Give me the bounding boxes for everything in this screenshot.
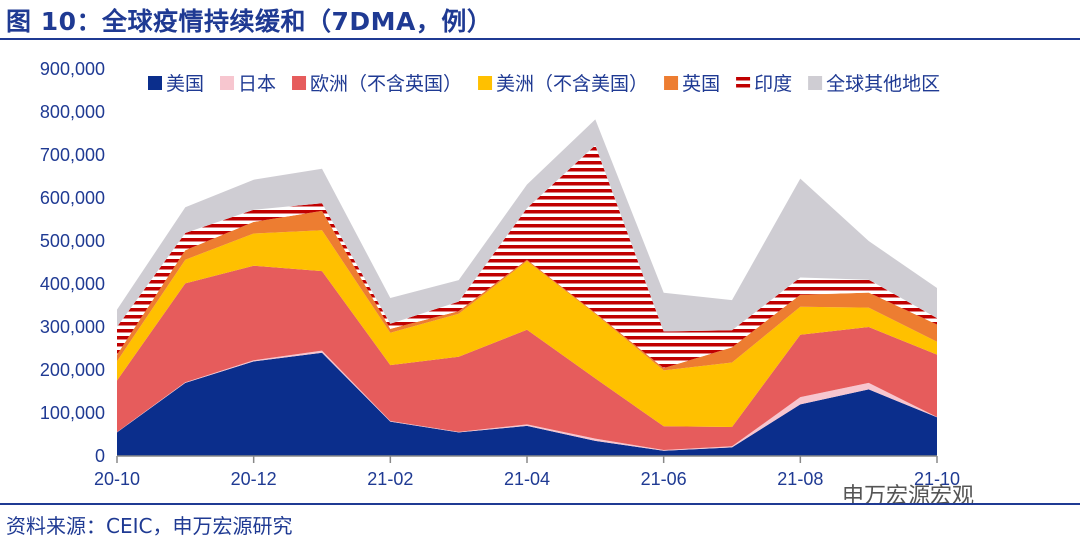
y-tick-label: 800,000 [40,102,105,122]
y-tick-label: 900,000 [40,59,105,79]
y-tick-label: 500,000 [40,231,105,251]
legend-swatch-4 [664,76,679,90]
y-axis-ticks: 0 100,000 200,000 300,000 400,000 500,000 600,… [40,59,105,466]
title-rule [0,38,1080,40]
legend-swatch-6 [808,76,823,90]
x-tick-label: 21-04 [504,469,550,489]
legend-label-4: 英国 [682,73,720,95]
series-area-6 [117,119,937,332]
series-area-2 [117,265,937,450]
legend-label-2: 欧洲（不含英国） [310,73,462,95]
legend-label-6: 全球其他地区 [826,73,940,95]
x-tick-label: 21-10 [914,469,960,489]
legend-swatch-0 [148,76,162,90]
legend-label-3: 美洲（不含美国） [496,73,648,95]
legend-swatch-1 [220,76,235,90]
x-tick-label: 20-10 [94,469,140,489]
footer-rule [0,503,1080,505]
series-areas [117,119,937,456]
watermark: 申万宏源宏观 [842,484,975,509]
legend-swatch-5 [736,76,751,90]
figure-title: 图 10：全球疫情持续缓和（7DMA，例） [6,7,493,36]
y-tick-label: 600,000 [40,188,105,208]
legend-swatch-2 [292,76,307,90]
source-note: 资料来源：CEIC，申万宏源研究 [6,514,293,538]
series-area-0 [117,352,937,456]
x-tick-label: 21-08 [777,469,823,489]
stacked-area-chart: 0 100,000 200,000 300,000 400,000 500,000 600,… [40,59,960,489]
x-tick-label: 20-12 [231,469,277,489]
legend-swatch-3 [478,76,493,90]
legend-label-1: 日本 [238,73,276,95]
x-tick-label: 21-02 [367,469,413,489]
legend-label-5: 印度 [754,73,792,95]
y-tick-label: 0 [95,446,105,466]
y-tick-label: 300,000 [40,317,105,337]
x-axis-ticks: 20-10 20-12 21-02 21-04 21-06 21-08 21-10 [94,456,960,489]
y-tick-label: 100,000 [40,403,105,423]
y-tick-label: 400,000 [40,274,105,294]
legend-label-0: 美国 [166,73,204,95]
y-tick-label: 200,000 [40,360,105,380]
y-tick-label: 700,000 [40,145,105,165]
legend: 美国 日本 欧洲（不含英国） 美洲（不含美国） 英国 印度 全球其他地区 [148,73,940,95]
x-tick-label: 21-06 [641,469,687,489]
series-area-5 [117,145,937,369]
series-area-3 [117,230,937,427]
